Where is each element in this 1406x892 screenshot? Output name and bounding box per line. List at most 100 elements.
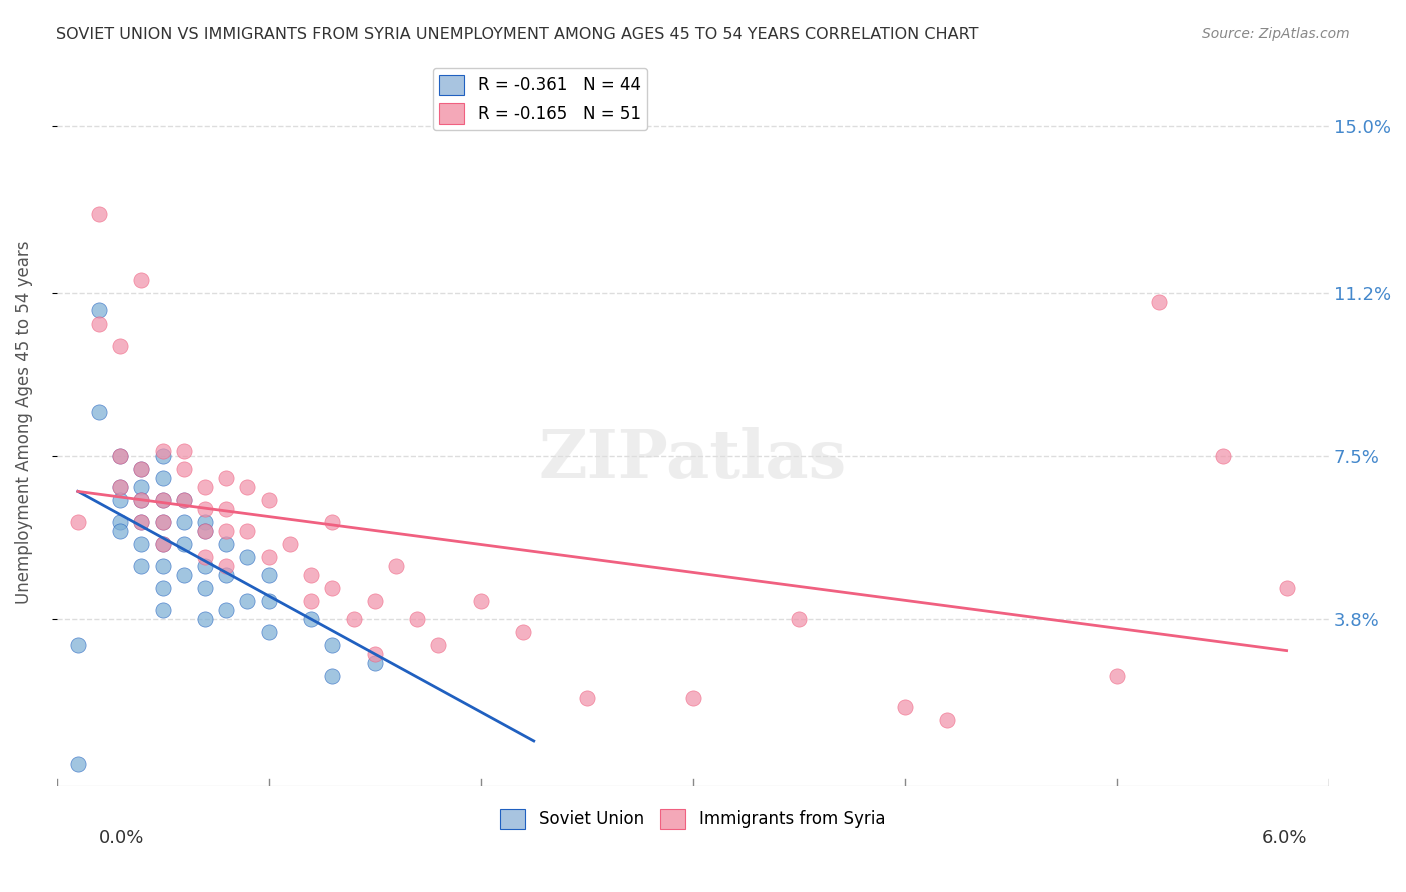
Point <box>936 713 959 727</box>
Point <box>152 492 174 507</box>
Point <box>87 405 110 419</box>
Point <box>194 515 217 529</box>
Point <box>152 449 174 463</box>
Point <box>131 515 153 529</box>
Point <box>342 611 364 625</box>
Point <box>131 479 153 493</box>
Point <box>299 567 322 582</box>
Point <box>1212 449 1234 463</box>
Point <box>215 501 238 516</box>
Point <box>1275 581 1298 595</box>
Point <box>173 567 195 582</box>
Point <box>173 444 195 458</box>
Point <box>299 594 322 608</box>
Point <box>110 515 132 529</box>
Point <box>194 558 217 573</box>
Point <box>215 471 238 485</box>
Point <box>215 567 238 582</box>
Point <box>66 515 89 529</box>
Point <box>682 690 704 705</box>
Legend: Soviet Union, Immigrants from Syria: Soviet Union, Immigrants from Syria <box>494 802 891 836</box>
Point <box>299 611 322 625</box>
Point <box>194 581 217 595</box>
Point <box>110 449 132 463</box>
Point <box>194 549 217 564</box>
Point <box>194 479 217 493</box>
Point <box>110 524 132 538</box>
Point <box>131 492 153 507</box>
Point <box>173 537 195 551</box>
Point <box>321 669 343 683</box>
Point <box>131 273 153 287</box>
Point <box>173 515 195 529</box>
Point <box>512 624 534 639</box>
Point <box>131 462 153 476</box>
Point <box>152 471 174 485</box>
Point <box>364 594 387 608</box>
Point <box>787 611 810 625</box>
Point <box>385 558 408 573</box>
Point <box>194 501 217 516</box>
Point <box>194 524 217 538</box>
Point <box>131 537 153 551</box>
Point <box>1149 294 1171 309</box>
Point <box>110 339 132 353</box>
Point <box>236 549 259 564</box>
Point <box>215 524 238 538</box>
Point <box>152 558 174 573</box>
Point <box>364 656 387 670</box>
Point <box>364 647 387 661</box>
Point <box>152 603 174 617</box>
Point <box>257 549 280 564</box>
Point <box>321 638 343 652</box>
Point <box>215 537 238 551</box>
Point <box>257 492 280 507</box>
Text: 6.0%: 6.0% <box>1263 829 1308 847</box>
Point <box>152 515 174 529</box>
Point <box>194 524 217 538</box>
Point <box>236 524 259 538</box>
Point <box>278 537 301 551</box>
Point <box>321 515 343 529</box>
Point <box>131 515 153 529</box>
Text: 0.0%: 0.0% <box>98 829 143 847</box>
Point <box>131 492 153 507</box>
Point <box>152 537 174 551</box>
Point <box>236 479 259 493</box>
Point <box>131 558 153 573</box>
Point <box>110 492 132 507</box>
Point <box>257 624 280 639</box>
Point <box>257 594 280 608</box>
Text: ZIPatlas: ZIPatlas <box>538 426 846 491</box>
Point <box>110 479 132 493</box>
Point <box>1105 669 1128 683</box>
Point <box>894 699 917 714</box>
Point <box>152 492 174 507</box>
Point <box>427 638 450 652</box>
Point <box>152 515 174 529</box>
Point <box>321 581 343 595</box>
Y-axis label: Unemployment Among Ages 45 to 54 years: Unemployment Among Ages 45 to 54 years <box>15 241 32 605</box>
Point <box>470 594 492 608</box>
Point <box>257 567 280 582</box>
Point <box>87 317 110 331</box>
Point <box>87 303 110 318</box>
Point <box>236 594 259 608</box>
Text: Source: ZipAtlas.com: Source: ZipAtlas.com <box>1202 27 1350 41</box>
Point <box>173 492 195 507</box>
Point <box>66 756 89 771</box>
Point <box>152 537 174 551</box>
Point <box>173 462 195 476</box>
Point <box>215 603 238 617</box>
Point <box>110 479 132 493</box>
Point <box>152 581 174 595</box>
Point <box>87 207 110 221</box>
Point <box>110 449 132 463</box>
Point <box>575 690 598 705</box>
Point <box>66 638 89 652</box>
Point <box>131 462 153 476</box>
Point <box>173 492 195 507</box>
Point <box>152 444 174 458</box>
Point <box>215 558 238 573</box>
Point <box>406 611 429 625</box>
